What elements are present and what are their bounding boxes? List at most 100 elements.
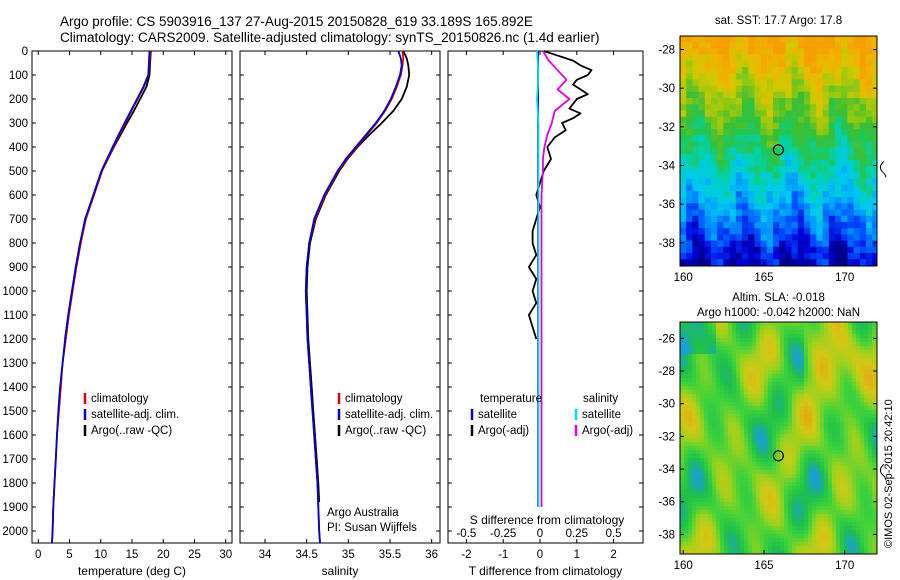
map-cell <box>853 110 861 117</box>
map-cell <box>872 67 878 74</box>
difference-panel: -2 -1 0 1 2T difference from climatology-0.5… <box>447 50 644 578</box>
salinity-panel: 34 34.5 35 35.5 36salinityclimatologysatelli… <box>239 50 441 578</box>
map-cell <box>700 518 705 523</box>
map-cell <box>804 184 811 192</box>
map-cell <box>804 442 809 447</box>
map-cell <box>816 486 821 491</box>
map-cell <box>836 322 841 327</box>
map-cell <box>844 326 849 331</box>
map-cell <box>800 378 805 383</box>
map-cell <box>808 346 813 351</box>
map-cell <box>720 510 725 515</box>
map-cell <box>776 522 781 527</box>
map-cell <box>812 414 817 419</box>
map-cell <box>835 98 842 105</box>
map-cell <box>868 406 873 411</box>
map-cell <box>776 506 781 511</box>
map-cell <box>812 366 817 371</box>
map-cell <box>864 490 869 495</box>
map-cell <box>728 398 733 403</box>
map-cell <box>686 73 693 80</box>
map-cell <box>791 222 799 229</box>
map-cell <box>847 166 854 173</box>
map-cell <box>724 446 729 451</box>
map-cell <box>692 191 699 198</box>
map-cell <box>724 334 729 339</box>
map-cell <box>804 326 809 331</box>
map-cell <box>810 73 817 80</box>
map-cell <box>708 518 713 523</box>
map-cell <box>797 54 805 62</box>
map-cell <box>792 514 797 519</box>
map-cell <box>872 430 877 435</box>
map-cell <box>832 410 837 415</box>
map-cell <box>841 160 848 167</box>
map-cell <box>828 454 833 459</box>
map-cell <box>792 510 797 515</box>
map-cell <box>736 362 741 367</box>
map-cell <box>828 478 833 483</box>
map-cell <box>735 110 743 117</box>
map-cell <box>836 406 841 411</box>
map-cell <box>824 358 829 363</box>
map-cell <box>835 141 842 148</box>
map-cell <box>680 322 685 327</box>
map-cell <box>760 534 765 539</box>
map-cell <box>766 178 774 186</box>
map-cell <box>852 434 857 439</box>
map-cell <box>704 338 709 343</box>
map-cell <box>740 322 745 327</box>
map-cell <box>692 141 699 148</box>
map-cell <box>760 370 765 375</box>
map-cell <box>804 116 811 124</box>
map-cell <box>711 172 718 179</box>
map-cell <box>840 422 845 427</box>
map-cell <box>686 85 693 93</box>
map-cell <box>832 414 837 419</box>
map-cell <box>797 73 805 80</box>
map-cell <box>684 338 689 343</box>
map-cell <box>760 222 768 229</box>
map-cell <box>852 550 857 555</box>
map-cell <box>872 486 877 491</box>
map-cell <box>804 209 811 217</box>
map-cell <box>872 426 877 431</box>
map-cell <box>728 438 733 443</box>
map-cell <box>724 482 729 487</box>
map-cell <box>756 410 761 415</box>
map-cell <box>828 386 833 391</box>
map-cell <box>692 326 697 331</box>
map-cell <box>708 374 713 379</box>
map-cell <box>717 98 724 105</box>
map-cell <box>796 546 801 551</box>
map-cell <box>832 370 837 375</box>
map-cell <box>700 438 705 443</box>
map-cell <box>810 54 817 62</box>
map-cell <box>712 334 717 339</box>
map-cell <box>820 442 825 447</box>
map-cell <box>824 478 829 483</box>
map-cell <box>820 506 825 511</box>
map-cell <box>828 191 836 198</box>
map-cell <box>748 442 753 447</box>
map-cell <box>736 514 741 519</box>
map-cell <box>800 538 805 543</box>
map-cell <box>735 116 743 124</box>
map-cell <box>704 330 709 335</box>
map-cell <box>736 462 741 467</box>
map-cell <box>859 147 867 155</box>
map-cell <box>728 330 733 335</box>
map-cell <box>760 418 765 423</box>
map-cell <box>680 79 687 86</box>
map-cell <box>712 358 717 363</box>
map-cell <box>716 354 721 359</box>
map-cell <box>840 486 845 491</box>
map-cell <box>868 382 873 387</box>
map-cell <box>764 418 769 423</box>
map-cell <box>832 342 837 347</box>
map-cell <box>788 338 793 343</box>
map-cell <box>820 410 825 415</box>
map-cell <box>735 122 743 130</box>
map-cell <box>696 546 701 551</box>
map-cell <box>792 374 797 379</box>
